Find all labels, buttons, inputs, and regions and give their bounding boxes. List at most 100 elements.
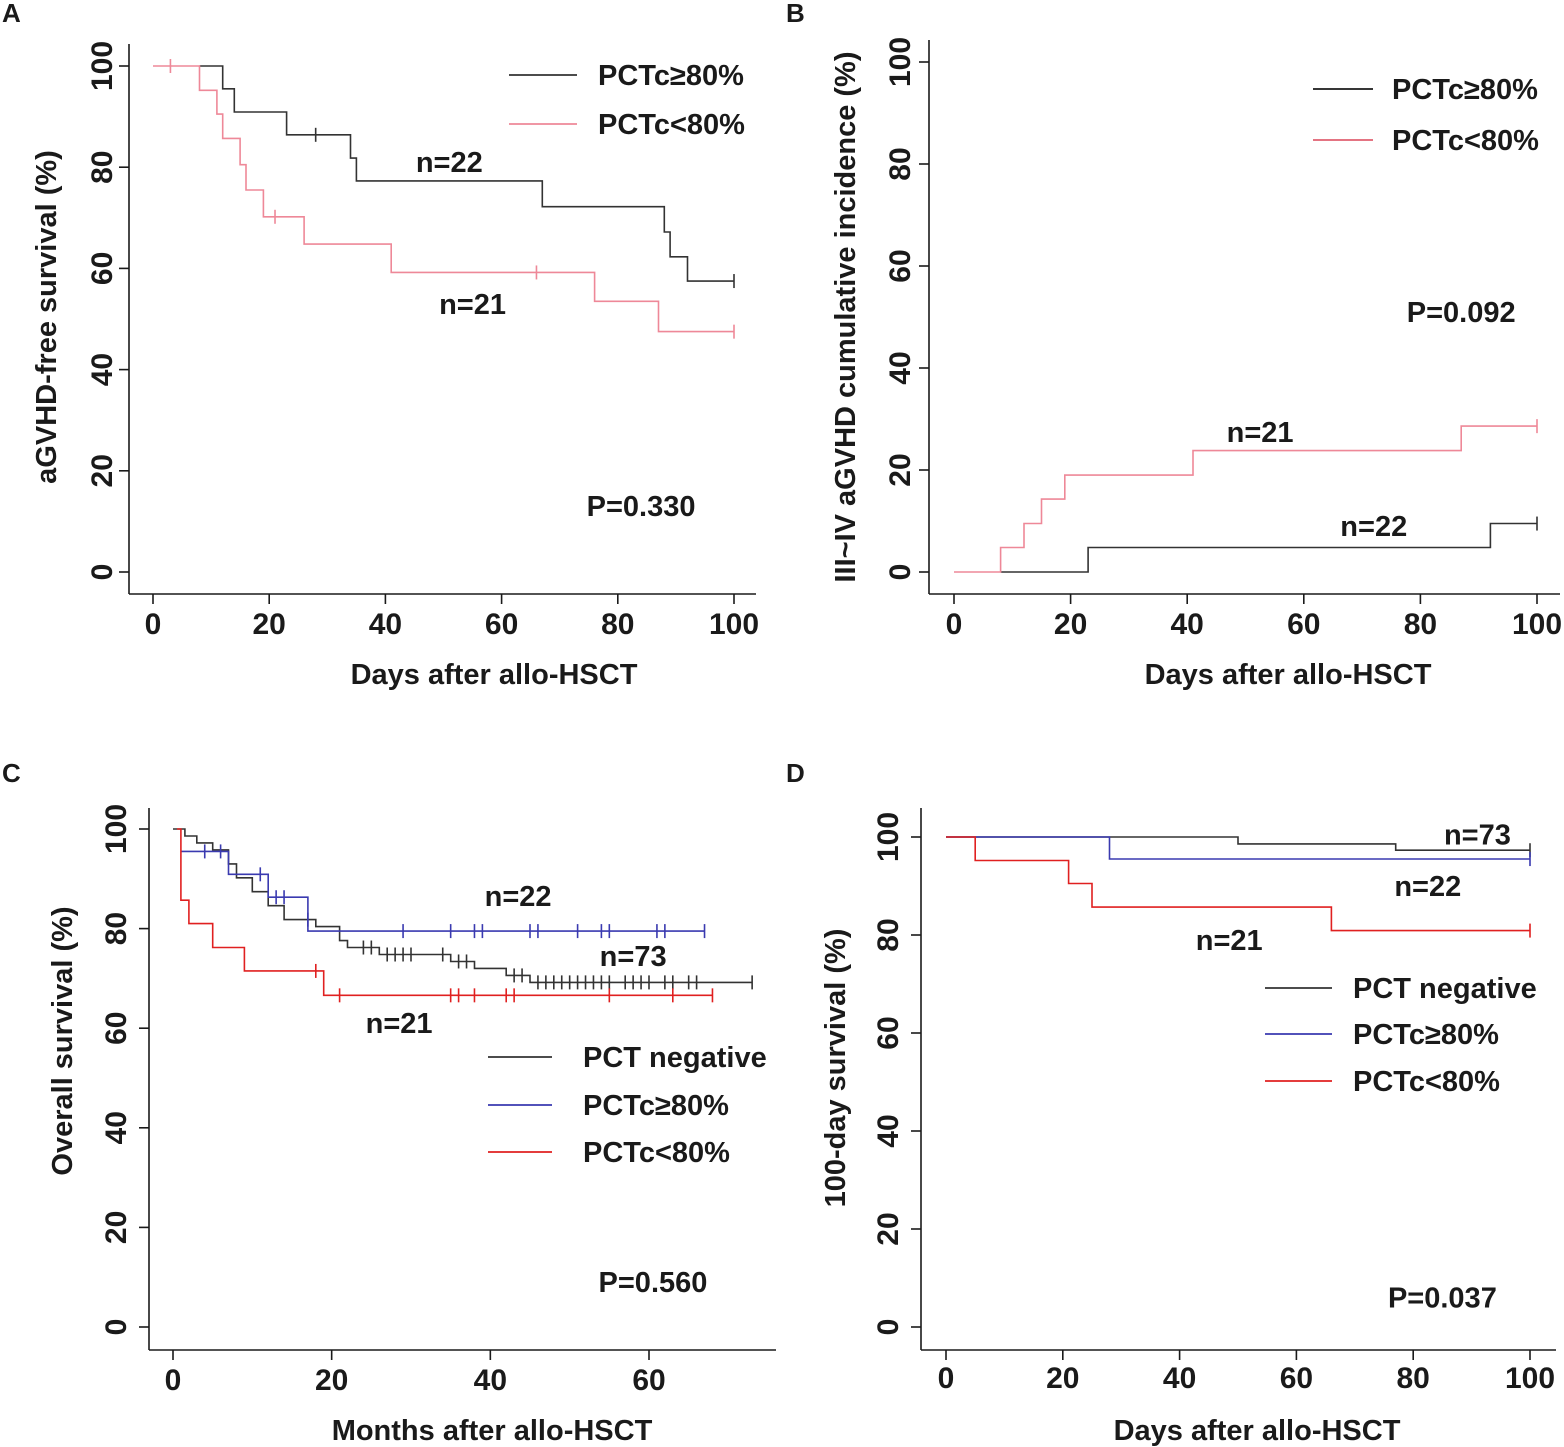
annotation: n=21	[1227, 417, 1294, 449]
x-tick-label: 0	[938, 1362, 955, 1395]
series-layer	[153, 59, 735, 339]
y-tick-label: 0	[100, 1319, 133, 1336]
x-tick-label: 60	[485, 608, 518, 641]
y-ticks: 0 20 40 60 80 100	[884, 37, 929, 580]
x-tick-label: 60	[1280, 1362, 1313, 1395]
panel-c: C 0 20 40 60 0 20 40 60 80 100 PCT negative PCTc≥…	[2, 758, 776, 1447]
x-tick-label: 40	[369, 608, 402, 641]
y-tick-label: 0	[872, 1319, 905, 1336]
y-tick-label: 100	[872, 812, 905, 862]
panel-d: D 0 20 40 60 80 100 0 20 40 60 80 100 PCT negative…	[786, 758, 1556, 1447]
legend-label: PCT negative	[1353, 973, 1537, 1005]
legend-label: PCTc≥80%	[1392, 74, 1538, 106]
legend-label: PCTc≥80%	[583, 1090, 729, 1122]
x-tick-label: 40	[474, 1364, 507, 1397]
series-layer	[946, 836, 1531, 938]
y-tick-label: 20	[872, 1212, 905, 1245]
x-tick-label: 60	[1287, 608, 1320, 641]
x-tick-label: 20	[1046, 1362, 1079, 1395]
x-axis-label: Days after allo-HSCT	[1145, 659, 1432, 691]
x-tick-label: 20	[1054, 608, 1087, 641]
annotations: n=22 n=73 n=21 P=0.560	[366, 881, 708, 1299]
y-tick-label: 80	[86, 151, 119, 184]
legend: PCT negative PCTc≥80% PCTc<80%	[1265, 973, 1537, 1098]
y-tick-label: 100	[100, 804, 133, 854]
legend-label: PCTc<80%	[583, 1137, 730, 1169]
y-ticks: 0 20 40 60 80 100	[872, 812, 921, 1335]
legend: PCTc≥80% PCTc<80%	[1313, 74, 1539, 157]
x-axis-label: Days after allo-HSCT	[1114, 1415, 1401, 1447]
x-tick-label: 0	[165, 1364, 182, 1397]
series-line	[946, 836, 1530, 932]
y-tick-label: 40	[884, 351, 917, 384]
x-tick-label: 40	[1163, 1362, 1196, 1395]
panel-letter: B	[786, 0, 805, 28]
y-ticks: 0 20 40 60 80 100	[86, 41, 129, 580]
y-tick-label: 40	[100, 1111, 133, 1144]
annotation: P=0.330	[587, 491, 696, 523]
x-tick-label: 40	[1171, 608, 1204, 641]
y-tick-label: 60	[86, 252, 119, 285]
annotations: n=73 n=22 n=21 P=0.037	[1196, 820, 1511, 1315]
annotation: P=0.037	[1388, 1283, 1497, 1315]
annotation: n=22	[1340, 511, 1407, 543]
x-tick-label: 100	[709, 608, 759, 641]
y-ticks: 0 20 40 60 80 100	[100, 804, 149, 1335]
annotation: n=21	[439, 289, 506, 321]
y-tick-label: 80	[884, 147, 917, 180]
panel-letter: C	[2, 758, 21, 788]
y-axis-label: Overall survival (%)	[47, 906, 79, 1175]
y-axis-label: aGVHD-free survival (%)	[31, 150, 63, 484]
annotation: n=21	[366, 1008, 433, 1040]
y-tick-label: 20	[100, 1211, 133, 1244]
series-line	[1000, 522, 1537, 573]
x-tick-label: 80	[1404, 608, 1437, 641]
x-tick-label: 0	[946, 608, 963, 641]
legend-label: PCTc≥80%	[598, 60, 744, 92]
panel-letter: A	[2, 0, 21, 28]
x-ticks: 0 20 40 60 80 100	[145, 594, 759, 641]
x-ticks: 0 20 40 60 80 100	[938, 1350, 1555, 1395]
x-tick-label: 80	[1397, 1362, 1430, 1395]
series-line	[946, 836, 1530, 851]
series-line	[199, 65, 734, 282]
x-ticks: 0 20 40 60	[165, 1350, 666, 1397]
annotations: n=22 n=21 P=0.330	[416, 147, 696, 523]
series-line	[153, 65, 734, 333]
series-layer	[173, 828, 753, 1003]
y-tick-label: 60	[872, 1016, 905, 1049]
annotation: P=0.560	[599, 1267, 708, 1299]
annotation: n=22	[416, 147, 483, 179]
annotation: n=21	[1196, 925, 1263, 957]
y-tick-label: 0	[884, 564, 917, 581]
annotation: n=22	[485, 881, 552, 913]
legend-label: PCTc≥80%	[1353, 1019, 1499, 1051]
x-tick-label: 60	[632, 1364, 665, 1397]
series-line	[177, 828, 713, 997]
y-tick-label: 100	[86, 41, 119, 91]
x-axis-label: Days after allo-HSCT	[351, 659, 638, 691]
x-ticks: 0 20 40 60 80 100	[946, 594, 1562, 641]
legend-label: PCTc<80%	[598, 109, 745, 141]
annotation: n=73	[1444, 820, 1511, 852]
annotation: n=73	[600, 941, 667, 973]
y-axis-label: 100-day survival (%)	[820, 929, 852, 1208]
legend-label: PCTc<80%	[1392, 125, 1539, 157]
y-tick-label: 40	[86, 353, 119, 386]
panel-letter: D	[786, 758, 805, 788]
x-tick-label: 100	[1505, 1362, 1555, 1395]
y-axis-label: III~IV aGVHD cumulative incidence (%)	[830, 51, 862, 582]
x-tick-label: 20	[253, 608, 286, 641]
series-line	[946, 836, 1530, 860]
y-tick-label: 60	[100, 1012, 133, 1045]
legend-label: PCT negative	[583, 1042, 767, 1074]
series-line	[954, 425, 1537, 573]
legend: PCTc≥80% PCTc<80%	[509, 60, 745, 141]
x-tick-label: 100	[1512, 608, 1562, 641]
annotations: n=21 n=22 P=0.092	[1227, 297, 1516, 543]
y-tick-label: 80	[872, 918, 905, 951]
legend-label: PCTc<80%	[1353, 1066, 1500, 1098]
y-tick-label: 80	[100, 912, 133, 945]
series-layer	[954, 419, 1538, 573]
